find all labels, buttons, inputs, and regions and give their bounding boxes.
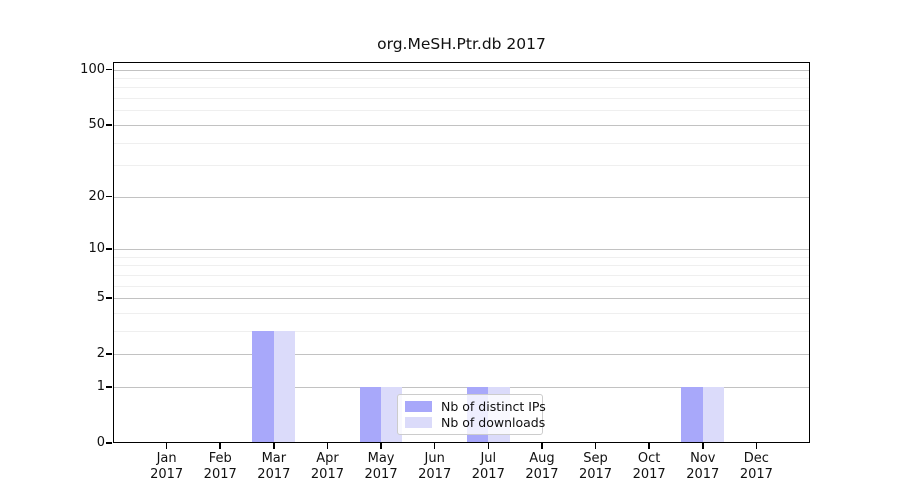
x-tick (433, 443, 436, 449)
y-tick-label: 20 (88, 188, 105, 204)
x-tick-label: Mar 2017 (242, 451, 306, 482)
x-tick-year: 2017 (257, 466, 291, 482)
y-tick-label: 5 (96, 290, 105, 306)
x-tick-year: 2017 (203, 466, 237, 482)
x-tick-year: 2017 (471, 466, 505, 482)
x-tick-month: Nov (690, 451, 716, 466)
legend: Nb of distinct IPs Nb of downloads (397, 394, 546, 435)
x-tick-month: Oct (637, 451, 661, 466)
major-gridline (113, 386, 810, 388)
x-tick (219, 443, 222, 449)
minor-gridline (113, 312, 810, 314)
y-tick (106, 124, 112, 126)
x-tick-month: Jul (480, 451, 497, 466)
x-tick-year: 2017 (578, 466, 613, 482)
minor-gridline (113, 330, 810, 332)
major-gridline (113, 249, 810, 250)
major-gridline (113, 354, 810, 356)
legend-swatch-distinct-ips (405, 400, 432, 412)
x-tick-year: 2017 (739, 466, 773, 482)
chart-title: org.MeSH.Ptr.db 2017 (377, 35, 546, 53)
x-tick-month: Jun (424, 451, 445, 466)
x-tick-year: 2017 (310, 466, 344, 482)
minor-gridline (113, 265, 810, 267)
minor-gridline (113, 98, 810, 100)
x-tick (326, 443, 329, 449)
bar-nov-downloads (702, 386, 725, 443)
legend-label-distinct-ips: Nb of distinct IPs (441, 398, 546, 414)
bar-may-distinct-ips (359, 386, 382, 443)
x-tick-month: Aug (529, 451, 555, 466)
y-tick-label: 50 (88, 116, 105, 132)
y-tick-label: 2 (96, 346, 105, 362)
x-tick-year: 2017 (632, 466, 666, 482)
x-tick-year: 2017 (150, 466, 184, 482)
x-tick (701, 443, 704, 449)
y-tick-label: 100 (80, 61, 105, 77)
x-tick (487, 443, 490, 449)
x-tick-label: Apr 2017 (295, 451, 359, 482)
minor-gridline (113, 274, 810, 276)
legend-label-downloads: Nb of downloads (441, 415, 546, 431)
minor-gridline (113, 110, 810, 112)
x-tick-year: 2017 (525, 466, 559, 482)
x-tick-month: May (367, 451, 395, 466)
plot-area (113, 62, 810, 443)
y-tick (106, 248, 112, 250)
x-tick (165, 443, 168, 449)
bar-mar-distinct-ips (252, 330, 274, 443)
minor-gridline (113, 142, 810, 144)
y-tick-label: 1 (96, 378, 105, 394)
x-tick (380, 443, 382, 449)
y-tick (106, 442, 112, 444)
x-tick-label: Jun 2017 (403, 451, 467, 482)
x-tick-month: Sep (583, 451, 608, 466)
y-tick-label: 10 (88, 241, 105, 256)
x-tick-label: Dec 2017 (724, 451, 788, 482)
x-tick-year: 2017 (364, 466, 398, 482)
minor-gridline (113, 165, 810, 167)
major-gridline (113, 124, 810, 126)
x-tick (541, 443, 543, 449)
minor-gridline (113, 285, 810, 287)
y-tick (106, 68, 112, 71)
legend-item-downloads: Nb of downloads (405, 415, 545, 430)
y-tick (106, 195, 112, 198)
bar-nov-distinct-ips (681, 386, 703, 443)
x-tick-month: Feb (208, 451, 232, 466)
x-tick-month: Apr (316, 451, 339, 466)
x-tick-month: Mar (261, 451, 287, 466)
x-tick-year: 2017 (418, 466, 452, 482)
x-tick-label: Sep 2017 (564, 451, 628, 482)
x-tick-label: Jan 2017 (135, 451, 199, 482)
legend-item-distinct-ips: Nb of distinct IPs (405, 399, 546, 414)
x-tick (594, 443, 597, 449)
x-tick-month: Dec (743, 451, 769, 466)
y-tick (106, 353, 112, 355)
major-gridline (113, 298, 810, 300)
y-tick-label: 0 (96, 435, 105, 450)
x-tick-label: Feb 2017 (188, 451, 252, 482)
major-gridline (113, 69, 810, 71)
x-tick-month: Jan (156, 451, 177, 466)
x-tick (273, 443, 275, 449)
minor-gridline (113, 87, 810, 89)
bar-mar-downloads (273, 330, 296, 443)
legend-swatch-downloads (405, 417, 432, 429)
minor-gridline (113, 256, 810, 258)
x-tick (755, 443, 758, 449)
x-tick-label: Nov 2017 (671, 451, 735, 482)
y-tick (106, 297, 112, 299)
x-tick-label: Aug 2017 (510, 451, 574, 482)
x-tick-year: 2017 (686, 466, 720, 482)
x-tick (648, 443, 650, 449)
x-tick-label: May 2017 (349, 451, 413, 482)
major-gridline (113, 196, 810, 198)
minor-gridline (113, 78, 810, 80)
x-tick-label: Oct 2017 (617, 451, 681, 482)
x-tick-label: Jul 2017 (456, 451, 520, 482)
y-tick (106, 386, 112, 388)
